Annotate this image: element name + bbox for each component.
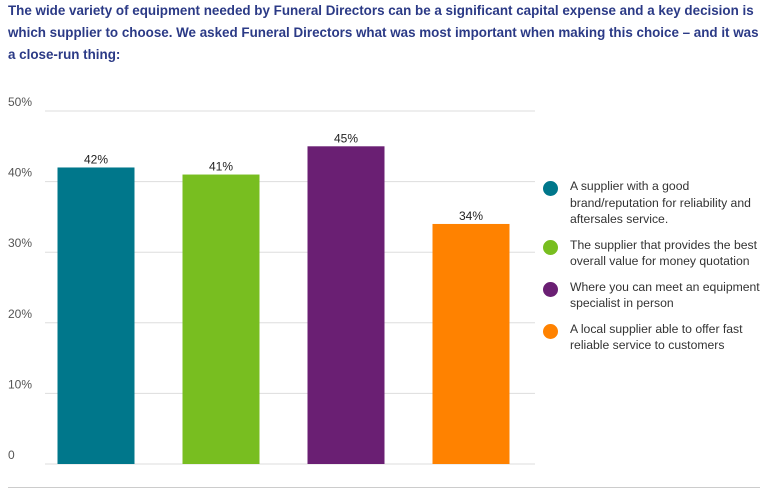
bar bbox=[307, 146, 385, 465]
bar bbox=[182, 174, 260, 465]
legend-swatch bbox=[543, 281, 558, 297]
legend-label: Where you can meet an equipment speciali… bbox=[570, 279, 760, 311]
y-tick-label: 0 bbox=[8, 448, 15, 462]
legend-item: A local supplier able to offer fast reli… bbox=[543, 321, 767, 354]
bar-data-label: 45% bbox=[334, 131, 358, 145]
y-tick-label: 40% bbox=[8, 166, 32, 180]
chart-intro-text: The wide variety of equipment needed by … bbox=[8, 3, 759, 62]
legend-item: Where you can meet an equipment speciali… bbox=[543, 279, 767, 312]
y-tick-label: 30% bbox=[8, 236, 32, 250]
y-tick-label: 50% bbox=[8, 95, 32, 109]
legend-swatch bbox=[543, 239, 558, 255]
bars: 42% 41% 45% 34% bbox=[57, 131, 510, 465]
legend-label: The supplier that provides the best over… bbox=[570, 237, 757, 269]
bar-data-label: 34% bbox=[459, 209, 483, 223]
legend-label: A local supplier able to offer fast reli… bbox=[570, 321, 743, 353]
bar bbox=[432, 223, 510, 464]
legend-swatch bbox=[543, 323, 558, 339]
bar-data-label: 42% bbox=[84, 152, 108, 166]
chart-legend: A supplier with a good brand/reputation … bbox=[543, 178, 767, 363]
y-tick-label: 10% bbox=[8, 377, 32, 391]
legend-item: The supplier that provides the best over… bbox=[543, 237, 767, 270]
legend-label: A supplier with a good brand/reputation … bbox=[570, 179, 751, 226]
footer-divider bbox=[8, 487, 760, 488]
legend-item: A supplier with a good brand/reputation … bbox=[543, 178, 767, 228]
bar bbox=[57, 167, 135, 465]
y-tick-label: 20% bbox=[8, 307, 32, 321]
bar-data-label: 41% bbox=[209, 160, 233, 174]
legend-swatch bbox=[543, 181, 558, 196]
